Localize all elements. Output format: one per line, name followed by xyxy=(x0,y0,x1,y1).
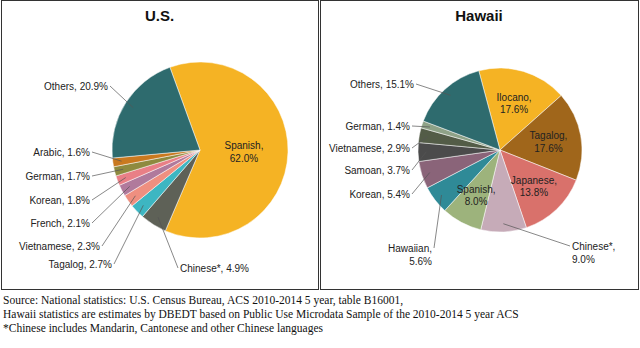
label-separator: , xyxy=(613,241,616,252)
data-label: Chinese*, 4.9% xyxy=(180,263,249,274)
leader-line xyxy=(434,195,442,248)
data-label: Hawaiian, 5.6% xyxy=(388,243,432,267)
data-labels: Spanish,62.0% Chinese*, 4.9% Tagalog, 2.7%… xyxy=(19,81,263,274)
pie-slice xyxy=(112,67,200,158)
label-value: 13.8% xyxy=(520,187,548,198)
label-value: 2.9% xyxy=(387,143,410,154)
label-value: 62.0% xyxy=(230,153,258,164)
data-label: Arabic, 1.6% xyxy=(33,147,90,158)
label-value: 8.0% xyxy=(465,196,488,207)
data-label: Tagalog, 2.7% xyxy=(49,259,112,270)
slices xyxy=(112,62,288,238)
panel-frame xyxy=(2,1,319,290)
label-category: Hawaiian xyxy=(388,243,429,254)
label-value: 4.9% xyxy=(226,263,249,274)
label-value: 17.6% xyxy=(534,143,562,154)
label-value: 5.4% xyxy=(387,189,410,200)
footer-note: *Chinese includes Mandarin, Cantonese an… xyxy=(3,322,324,335)
label-value: 9.0% xyxy=(572,254,595,265)
label-separator: , xyxy=(529,92,532,103)
panel-frame xyxy=(321,1,639,290)
leader-line xyxy=(412,126,430,128)
label-category: Vietnamese xyxy=(329,143,382,154)
label-category: Korean xyxy=(349,189,381,200)
label-value: 2.3% xyxy=(77,241,100,252)
label-category: German xyxy=(346,121,382,132)
label-value: 1.6% xyxy=(67,147,90,158)
label-value: 1.4% xyxy=(387,121,410,132)
label-separator: , xyxy=(565,130,568,141)
label-separator: , xyxy=(261,140,264,151)
data-label: Korean, 5.4% xyxy=(349,189,410,200)
label-category: Others xyxy=(350,79,380,90)
data-label: Chinese*, 9.0% xyxy=(572,241,615,265)
label-category: Tagalog xyxy=(530,130,565,141)
leader-line xyxy=(114,205,143,264)
pie-slice xyxy=(423,71,500,150)
label-category: Japanese xyxy=(511,175,555,186)
label-category: Chinese* xyxy=(572,241,613,252)
label-category: Vietnamese xyxy=(19,241,72,252)
data-label: Others, 20.9% xyxy=(44,81,108,92)
leader-line xyxy=(92,178,126,200)
chart-title: U.S. xyxy=(145,7,174,24)
leader-line xyxy=(412,173,430,194)
chart-canvas: U.S.Spanish,62.0%Chinese*, 4.9%Tagalog, … xyxy=(0,0,640,348)
leader-line xyxy=(416,84,450,95)
label-category: Tagalog xyxy=(49,259,84,270)
label-category: French xyxy=(31,218,62,229)
label-value: 1.7% xyxy=(67,171,90,182)
label-category: Spanish xyxy=(225,140,261,151)
label-category: Others xyxy=(44,81,74,92)
label-separator: , xyxy=(554,175,557,186)
pie-panel: HawaiiIlocano,17.6%Tagalog,17.6%Japanese… xyxy=(321,1,639,290)
chart-title: Hawaii xyxy=(455,7,503,24)
data-label: French, 2.1% xyxy=(31,218,91,229)
label-value: 2.1% xyxy=(67,218,90,229)
label-category: Korean xyxy=(29,195,61,206)
footer-note: Hawaii statistics are estimates by DBEDT… xyxy=(3,308,519,321)
data-label: Samoan, 3.7% xyxy=(344,165,410,176)
label-separator: , xyxy=(429,243,432,254)
data-label: Spanish,62.0% xyxy=(225,140,264,164)
label-category: Chinese* xyxy=(180,263,221,274)
label-value: 1.8% xyxy=(67,195,90,206)
label-value: 17.6% xyxy=(500,104,528,115)
data-label: Japanese, 13.8% xyxy=(511,175,557,199)
label-value: 3.7% xyxy=(387,165,410,176)
data-label: Tagalog,17.6% xyxy=(530,130,568,154)
data-label: Vietnamese, 2.9% xyxy=(329,143,410,154)
label-category: Ilocano xyxy=(497,92,530,103)
data-labels: Ilocano,17.6%Tagalog,17.6%Japanese,13.8%… xyxy=(329,79,615,267)
data-label: Others, 15.1% xyxy=(350,79,414,90)
leader-line xyxy=(503,224,570,246)
leader-line xyxy=(110,86,133,108)
data-label: Vietnamese, 2.3% xyxy=(19,241,100,252)
leader-line xyxy=(92,186,130,223)
label-value: 5.6% xyxy=(409,256,432,267)
data-label: Spanish, 8.0% xyxy=(457,184,496,208)
label-category: German xyxy=(26,171,62,182)
leader-line xyxy=(102,196,135,246)
leader-line xyxy=(412,137,427,148)
label-category: Samoan xyxy=(344,165,381,176)
footer: Source: National statistics: U.S. Census… xyxy=(3,294,519,335)
label-value: 15.1% xyxy=(386,79,414,90)
label-category: Spanish xyxy=(457,184,493,195)
leader-line xyxy=(158,217,178,268)
pie-panel: U.S. Spanish,62.0% Chinese*, 4.9% Tagalog, … xyxy=(2,1,319,290)
label-value: 20.9% xyxy=(80,81,108,92)
label-category: Arabic xyxy=(33,147,61,158)
label-value: 2.7% xyxy=(89,259,112,270)
leader-line xyxy=(412,152,426,170)
label-separator: , xyxy=(493,184,496,195)
data-label: German, 1.4% xyxy=(346,121,411,132)
data-label: German, 1.7% xyxy=(26,171,91,182)
leader-line xyxy=(92,169,123,176)
footer-note: Source: National statistics: U.S. Census… xyxy=(3,294,403,307)
data-label: Korean, 1.8% xyxy=(29,195,90,206)
leader-line xyxy=(92,152,122,161)
data-label: Ilocano,17.6% xyxy=(497,92,532,116)
